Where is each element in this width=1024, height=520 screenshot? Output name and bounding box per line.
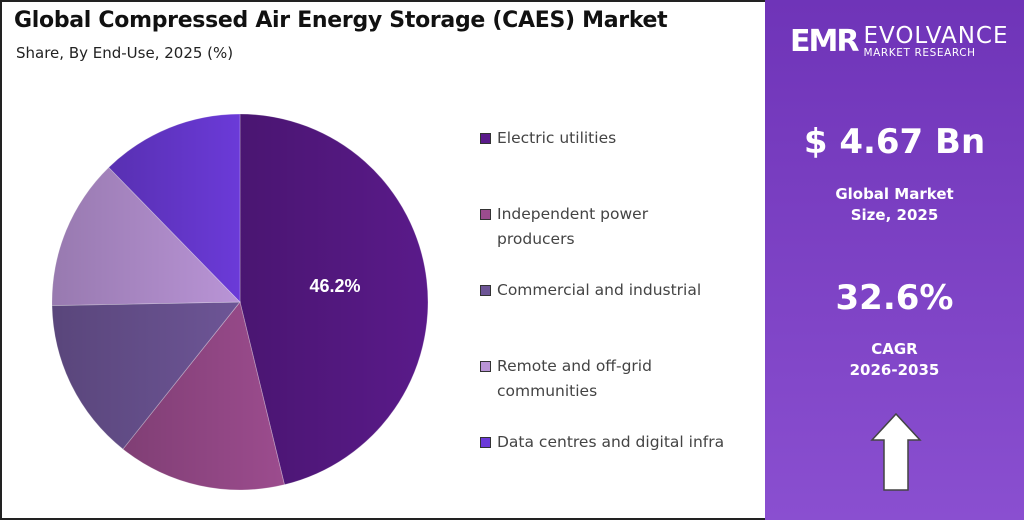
cagr-label: CAGR	[871, 340, 918, 358]
legend-label: Remote and off-grid communities	[497, 357, 652, 400]
legend-label: Independent power producers	[497, 205, 649, 248]
stats-panel: EMR EVOLVANCE MARKET RESEARCH $ 4.67 Bn …	[765, 0, 1024, 520]
legend-item-data-centres: Data centres and digital infra	[480, 430, 730, 455]
legend-swatch	[480, 437, 491, 448]
cagr-period: 2026-2035	[849, 361, 940, 379]
market-size-value: $ 4.67 Bn	[803, 122, 986, 162]
chart-title: Global Compressed Air Energy Storage (CA…	[14, 8, 668, 33]
data-label-electric-utilities: 46.2%	[309, 276, 360, 296]
market-size-label-1: Global Market	[835, 185, 954, 203]
pie-slice-shading	[52, 302, 240, 450]
logo-mark: EMR	[790, 24, 859, 59]
legend-item-independent-power-producers: Independent power producers	[480, 202, 700, 252]
pie-chart: 46.2%	[51, 113, 429, 491]
cagr-value: 32.6%	[835, 278, 954, 318]
legend-item-commercial-and-industrial: Commercial and industrial	[480, 278, 750, 303]
pie-slice-shading	[52, 167, 240, 306]
legend-label: Commercial and industrial	[497, 281, 702, 299]
up-arrow-icon	[870, 412, 922, 491]
brand-tagline: MARKET RESEARCH	[863, 46, 976, 59]
legend-item-remote-and-off-grid: Remote and off-grid communities	[480, 354, 690, 404]
legend-swatch	[480, 285, 491, 296]
chart-subtitle: Share, By End-Use, 2025 (%)	[16, 44, 234, 62]
pie-slice-shading	[108, 114, 240, 302]
legend-label: Electric utilities	[497, 129, 617, 147]
pie-slice-shading	[122, 302, 285, 490]
pie-slice-shading	[240, 114, 428, 485]
brand-logo: EMR EVOLVANCE MARKET RESEARCH	[790, 24, 1009, 59]
legend-label: Data centres and digital infra	[497, 433, 725, 451]
brand-name: EVOLVANCE	[863, 22, 1009, 49]
legend-swatch	[480, 133, 491, 144]
legend-swatch	[480, 209, 491, 220]
market-size-label-2: Size, 2025	[850, 206, 939, 224]
legend-swatch	[480, 361, 491, 372]
legend-item-electric-utilities: Electric utilities	[480, 126, 616, 151]
